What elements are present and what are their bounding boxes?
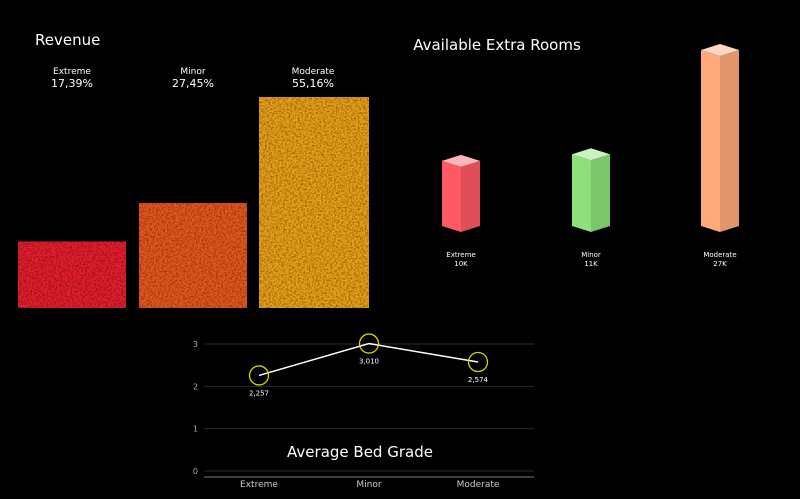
revenue-bar-texture	[139, 202, 247, 308]
revenue-bar-texture	[259, 97, 369, 308]
bar-left-face	[572, 154, 591, 232]
extra-rooms-category-label: Moderate	[703, 251, 736, 259]
bed-grade-value-label: 3,010	[359, 358, 379, 366]
bed-y-tick-label: 1	[193, 425, 198, 434]
revenue-value-label: 17,39%	[51, 77, 93, 90]
extra-rooms-bar-minor[interactable]	[572, 148, 610, 232]
bar-top-face	[701, 44, 739, 56]
bed-grade-value-label: 2,257	[249, 389, 269, 397]
bed-y-tick-label: 3	[193, 340, 198, 349]
bar-right-face	[720, 50, 739, 232]
extra-rooms-category-label: Minor	[581, 251, 601, 259]
bed-grade-chart: 0 1 2 3 Extreme Minor Moderate 2,257 3,010 2,574…	[193, 333, 534, 490]
bed-grade-point-minor[interactable]	[358, 333, 380, 354]
bar-left-face	[442, 160, 461, 232]
bed-y-tick-label: 2	[193, 382, 198, 391]
bar-right-face	[591, 154, 610, 232]
bed-x-tick-label: Moderate	[457, 480, 500, 490]
bar-top-face	[442, 154, 480, 167]
bar-top-face	[572, 148, 610, 161]
revenue-title: Revenue	[35, 31, 100, 49]
bed-grade-point-moderate[interactable]	[467, 351, 489, 373]
extra-rooms-value-label: 27K	[713, 260, 727, 268]
bed-grade-title: Average Bed Grade	[287, 443, 433, 461]
revenue-value-label: 55,16%	[292, 77, 334, 90]
extra-rooms-value-label: 11K	[584, 260, 598, 268]
bar-right-face	[461, 160, 480, 232]
extra-rooms-bar-moderate[interactable]	[701, 44, 739, 232]
extra-rooms-bar-extreme[interactable]	[442, 154, 480, 232]
revenue-category-label: Extreme	[53, 67, 91, 77]
extra-rooms-title: Available Extra Rooms	[413, 36, 581, 54]
extra-rooms-value-label: 10K	[454, 260, 468, 268]
revenue-category-label: Minor	[180, 67, 205, 77]
extra-rooms-category-label: Extreme	[446, 251, 475, 259]
bed-y-tick-label: 0	[193, 467, 198, 476]
revenue-category-label: Moderate	[292, 67, 335, 77]
bed-grade-point-extreme[interactable]	[248, 365, 270, 386]
revenue-value-label: 27,45%	[172, 77, 214, 90]
bed-grade-line	[258, 342, 479, 377]
bar-left-face	[701, 50, 720, 232]
revenue-bar-texture	[18, 241, 126, 308]
bed-grade-value-label: 2,574	[468, 376, 489, 384]
bed-x-tick-label: Minor	[356, 480, 381, 490]
bed-x-tick-label: Extreme	[240, 480, 278, 490]
